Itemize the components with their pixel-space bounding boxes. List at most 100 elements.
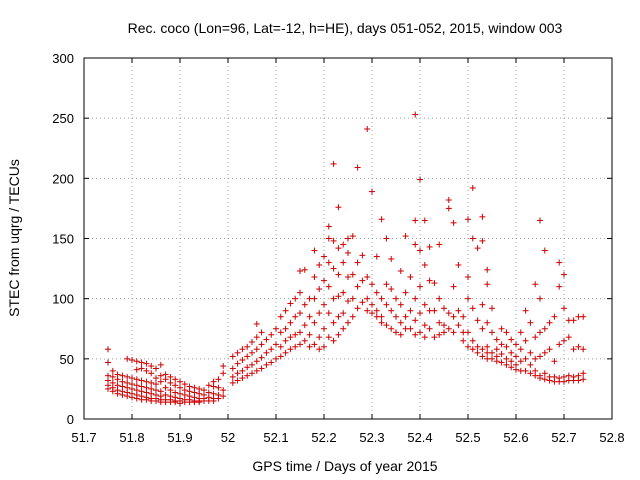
data-point [474, 343, 481, 350]
data-point [402, 313, 409, 320]
data-point [522, 367, 529, 374]
data-point [364, 274, 371, 281]
data-point [301, 266, 308, 273]
data-point [354, 283, 361, 290]
data-point [114, 376, 121, 383]
data-point [167, 387, 174, 394]
data-point [426, 277, 433, 284]
data-point [321, 253, 327, 260]
data-point [181, 381, 188, 388]
data-point [177, 400, 183, 407]
data-point [484, 266, 491, 273]
data-point [239, 357, 246, 364]
data-point [229, 373, 236, 380]
data-point [450, 283, 457, 290]
x-tick-labels: 51.7 51.8 51.9 52 52.1 52.2 52.3 52.4 52.5 52.6 52… [71, 430, 624, 445]
data-point [330, 319, 337, 326]
data-point [383, 301, 390, 308]
data-point [335, 245, 342, 252]
data-point [292, 343, 299, 350]
data-point [345, 319, 351, 326]
data-point [412, 295, 419, 302]
data-point [244, 353, 251, 360]
data-point [325, 283, 332, 290]
data-point [354, 164, 361, 171]
data-point [335, 204, 342, 211]
data-point [580, 346, 587, 353]
data-point [301, 322, 308, 329]
data-point [124, 355, 131, 362]
data-point [426, 243, 433, 250]
data-point [340, 325, 347, 332]
data-point [234, 349, 241, 356]
data-point [517, 329, 524, 336]
y-tick-label: 300 [52, 51, 74, 66]
data-point [479, 346, 486, 353]
data-point [268, 346, 275, 353]
data-point [369, 310, 375, 317]
data-point [292, 331, 299, 338]
data-point [417, 310, 423, 317]
data-point [417, 283, 423, 290]
y-tick-label: 200 [52, 171, 74, 186]
data-point [541, 370, 548, 377]
data-point [465, 274, 471, 281]
data-point [301, 301, 308, 308]
data-point [546, 377, 553, 384]
data-point [129, 394, 135, 401]
data-point [359, 299, 366, 306]
data-point [508, 358, 515, 365]
data-point [479, 301, 486, 308]
data-point [498, 351, 505, 358]
data-point [570, 317, 577, 324]
data-point [229, 353, 236, 360]
data-point [421, 217, 428, 224]
data-point [450, 329, 457, 336]
data-point [402, 233, 409, 240]
data-point [143, 360, 150, 367]
data-point [532, 334, 539, 341]
data-point [465, 216, 471, 223]
data-point [253, 367, 260, 374]
data-point [282, 307, 289, 314]
data-point [311, 274, 318, 281]
data-point [517, 346, 524, 353]
y-tick-label: 50 [60, 352, 74, 367]
data-point [249, 338, 255, 345]
data-point [244, 364, 251, 371]
data-point [297, 267, 303, 274]
data-point [325, 235, 332, 242]
data-point [316, 286, 323, 293]
data-point [105, 346, 111, 353]
data-point [580, 376, 587, 383]
data-point [340, 289, 347, 296]
x-tick-label: 52.2 [311, 430, 336, 445]
data-point [479, 325, 486, 332]
data-point [561, 305, 567, 312]
data-point [364, 307, 371, 314]
data-point [378, 295, 385, 302]
data-point [114, 390, 121, 397]
data-point [503, 361, 510, 368]
data-point [172, 399, 179, 406]
data-point [253, 358, 260, 365]
data-point [349, 233, 356, 240]
data-point [153, 381, 159, 388]
x-tick-label: 51.8 [119, 430, 144, 445]
data-point [541, 376, 548, 383]
data-point [292, 295, 299, 302]
data-point [335, 313, 342, 320]
data-point [354, 305, 361, 312]
data-point [239, 367, 246, 374]
data-point [421, 334, 428, 341]
data-point [441, 322, 447, 329]
data-point [513, 341, 519, 348]
data-point [493, 358, 500, 365]
data-point [297, 341, 303, 348]
data-point [441, 305, 447, 312]
data-point [148, 363, 155, 370]
data-point [489, 349, 495, 356]
data-point [109, 367, 116, 374]
data-point [412, 241, 419, 248]
